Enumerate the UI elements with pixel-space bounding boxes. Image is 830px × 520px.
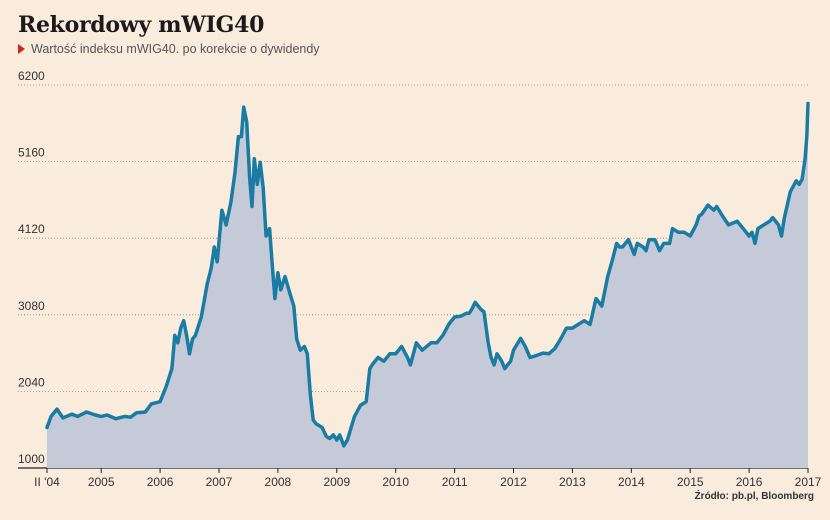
- chart-subtitle: Wartość indeksu mWIG40. po korekcie o dy…: [31, 42, 320, 56]
- source-note: Źródło: pb.pl, Bloomberg: [694, 491, 814, 502]
- y-tick-label: 4120: [18, 222, 45, 236]
- x-tick-label: 2006: [147, 475, 174, 489]
- series-area: [47, 103, 808, 469]
- line-layer: [45, 101, 810, 448]
- y-tick-label: 3080: [18, 299, 45, 313]
- y-tick-label: 2040: [18, 375, 45, 389]
- x-tick-label: 2012: [500, 475, 527, 489]
- y-tick-label: 1000: [18, 452, 45, 466]
- x-tick-label: 2005: [88, 475, 115, 489]
- x-tick-label: 2008: [265, 475, 292, 489]
- chart-title: Rekordowy mWIG40: [18, 12, 265, 38]
- red-triangle-icon: [18, 44, 25, 54]
- x-axis: II '04 2005 2006 2007 2008 2009 2010 2011 2012 20…: [34, 468, 822, 489]
- x-tick-label: 2014: [618, 475, 645, 489]
- y-tick-label: 5160: [18, 146, 45, 160]
- x-tick-label: 2013: [559, 475, 586, 489]
- x-tick-label: 2010: [382, 475, 409, 489]
- y-axis: 1000 2040 3080 4120 5160 6200: [18, 69, 45, 466]
- x-tick-label: 2016: [736, 475, 763, 489]
- x-tick-label: 2011: [442, 475, 468, 489]
- x-tick-label: 2015: [677, 475, 704, 489]
- y-tick-label: 6200: [18, 69, 45, 83]
- series-line: [45, 101, 810, 448]
- x-tick-label: 2017: [795, 475, 822, 489]
- x-tick-label: 2007: [206, 475, 233, 489]
- area-layer: [47, 103, 808, 469]
- x-tick-label: II '04: [34, 475, 60, 489]
- chart-subtitle-row: Wartość indeksu mWIG40. po korekcie o dy…: [18, 42, 320, 56]
- x-tick-label: 2009: [323, 475, 350, 489]
